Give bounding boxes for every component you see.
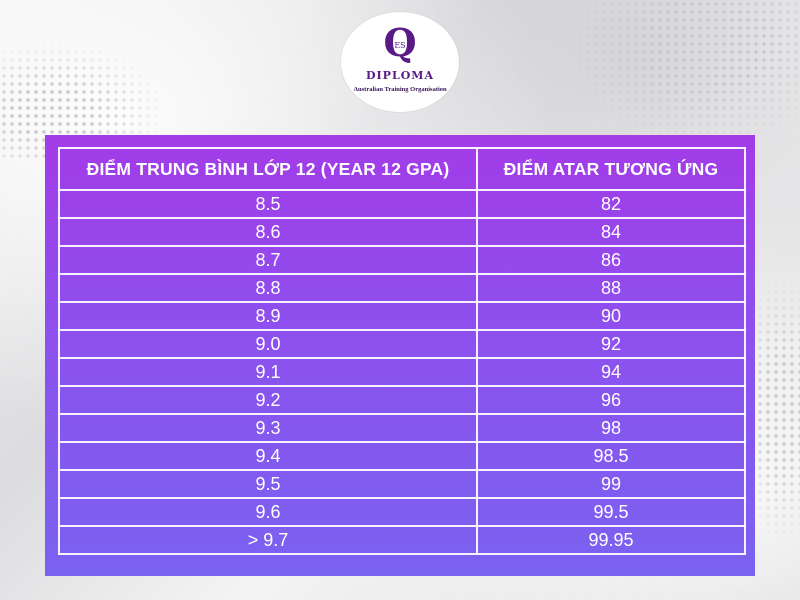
atar-cell: 88 <box>476 273 746 303</box>
table-row: 8.7 86 <box>58 245 746 275</box>
table-row: 8.8 88 <box>58 273 746 303</box>
gpa-cell: 9.0 <box>58 329 478 359</box>
gpa-cell: 9.6 <box>58 497 478 527</box>
gpa-cell: 8.5 <box>58 189 478 219</box>
gpa-cell: > 9.7 <box>58 525 478 555</box>
logo-title: DIPLOMA <box>366 69 434 82</box>
gpa-cell: 8.7 <box>58 245 478 275</box>
gpa-cell: 9.5 <box>58 469 478 499</box>
atar-cell: 99 <box>476 469 746 499</box>
atar-cell: 98.5 <box>476 441 746 471</box>
table-row: 9.5 99 <box>58 469 746 499</box>
atar-cell: 98 <box>476 413 746 443</box>
atar-cell: 94 <box>476 357 746 387</box>
atar-cell: 99.95 <box>476 525 746 555</box>
atar-cell: 86 <box>476 245 746 275</box>
logo-mark-letter: Q <box>383 22 416 65</box>
table-row: > 9.7 99.95 <box>58 525 746 555</box>
atar-cell: 99.5 <box>476 497 746 527</box>
header-atar: ĐIỂM ATAR TƯƠNG ỨNG <box>476 147 746 191</box>
atar-cell: 84 <box>476 217 746 247</box>
qes-logo-icon: Q ES <box>383 22 416 65</box>
header-gpa: ĐIỂM TRUNG BÌNH LỚP 12 (YEAR 12 GPA) <box>58 147 478 191</box>
diploma-logo: Q ES DIPLOMA Australian Training Organis… <box>341 12 459 112</box>
gpa-cell: 8.6 <box>58 217 478 247</box>
table-header-row: ĐIỂM TRUNG BÌNH LỚP 12 (YEAR 12 GPA) ĐIỂ… <box>58 147 746 191</box>
logo-subtitle: Australian Training Organisation <box>353 86 447 93</box>
gpa-cell: 9.4 <box>58 441 478 471</box>
atar-cell: 92 <box>476 329 746 359</box>
table-row: 9.3 98 <box>58 413 746 443</box>
logo-mark-inner: ES <box>394 41 405 50</box>
atar-cell: 90 <box>476 301 746 331</box>
halftone-dots <box>560 0 800 150</box>
table-row: 9.4 98.5 <box>58 441 746 471</box>
table-row: 9.2 96 <box>58 385 746 415</box>
atar-cell: 96 <box>476 385 746 415</box>
table-row: 8.5 82 <box>58 189 746 219</box>
table-row: 9.0 92 <box>58 329 746 359</box>
table-row: 9.1 94 <box>58 357 746 387</box>
atar-table-panel: ĐIỂM TRUNG BÌNH LỚP 12 (YEAR 12 GPA) ĐIỂ… <box>45 135 755 576</box>
table-row: 9.6 99.5 <box>58 497 746 527</box>
gpa-cell: 9.3 <box>58 413 478 443</box>
atar-cell: 82 <box>476 189 746 219</box>
gpa-cell: 9.1 <box>58 357 478 387</box>
gpa-atar-table: ĐIỂM TRUNG BÌNH LỚP 12 (YEAR 12 GPA) ĐIỂ… <box>58 147 746 555</box>
gpa-cell: 8.9 <box>58 301 478 331</box>
gpa-cell: 9.2 <box>58 385 478 415</box>
table-row: 8.6 84 <box>58 217 746 247</box>
gpa-cell: 8.8 <box>58 273 478 303</box>
table-row: 8.9 90 <box>58 301 746 331</box>
